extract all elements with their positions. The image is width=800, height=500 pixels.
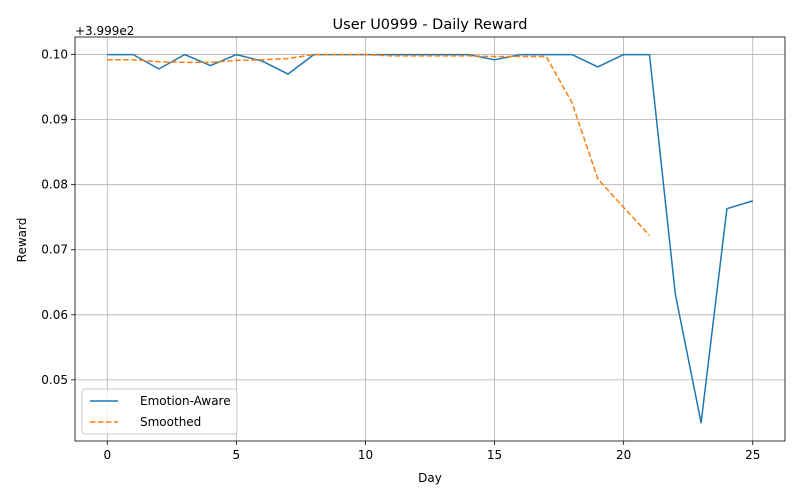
- x-tick-label: 15: [487, 448, 502, 462]
- y-tick-label: 0.10: [41, 48, 68, 62]
- legend-label: Smoothed: [140, 415, 201, 429]
- y-tick-label: 0.08: [41, 178, 68, 192]
- x-tick-label: 0: [103, 448, 111, 462]
- grid: [75, 37, 785, 441]
- x-tick-label: 5: [233, 448, 241, 462]
- y-tick-label: 0.07: [41, 243, 68, 257]
- y-tick-label: 0.05: [41, 373, 68, 387]
- legend-label: Emotion-Aware: [140, 394, 231, 408]
- y-tick-label: 0.06: [41, 308, 68, 322]
- series-lines: [107, 53, 753, 424]
- plot-frame: [74, 36, 786, 442]
- y-tick-label: 0.09: [41, 113, 68, 127]
- x-tick-label: 20: [616, 448, 631, 462]
- y-offset-label: +3.999e2: [75, 24, 134, 38]
- axis-ticks: 0 5 10 15 20 25 0.05 0.06 0.07 0.08 0.09 0.10: [41, 48, 760, 462]
- series-line-emotion-aware: [107, 53, 753, 424]
- legend: Emotion-Aware Smoothed: [81, 388, 238, 435]
- x-axis-label: Day: [418, 471, 442, 485]
- series-line-smoothed: [107, 53, 651, 236]
- chart-title: User U0999 - Daily Reward: [333, 17, 528, 33]
- x-tick-label: 25: [745, 448, 760, 462]
- legend-box: [81, 388, 238, 435]
- y-axis-label: Reward: [15, 218, 29, 263]
- x-tick-label: 10: [358, 448, 373, 462]
